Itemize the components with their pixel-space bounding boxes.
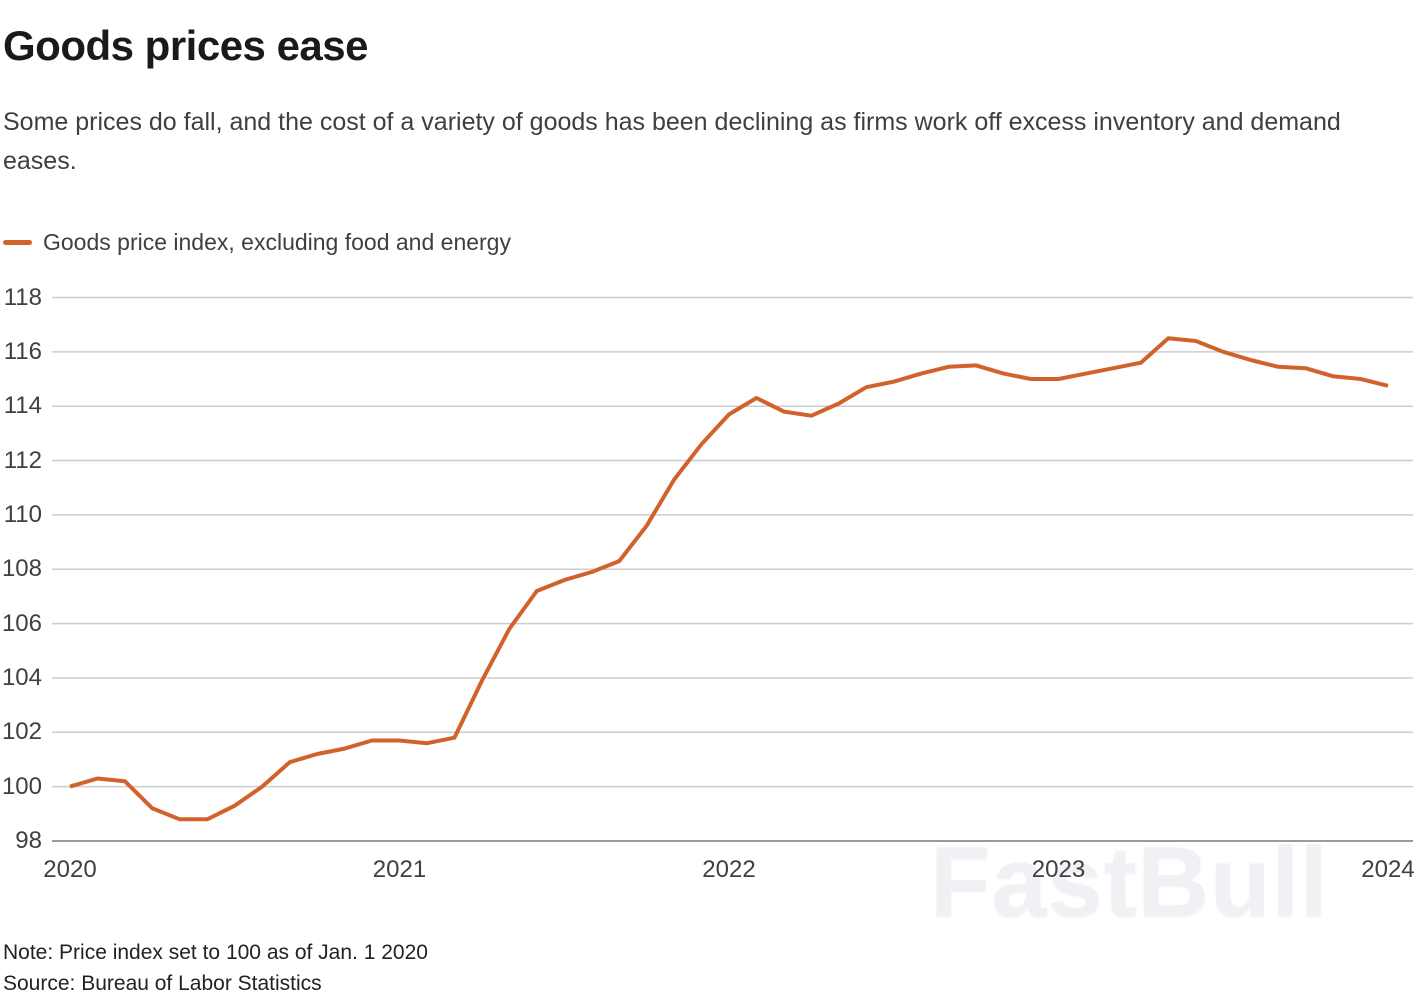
chart-note: Note: Price index set to 100 as of Jan. … [3,941,428,964]
y-tick-label: 100 [1,772,42,800]
y-tick-label: 116 [3,337,42,365]
y-tick-label: 108 [1,555,42,583]
y-tick-label: 104 [1,663,42,691]
y-tick-label: 114 [3,392,42,420]
x-tick-label: 2024 [1361,856,1415,883]
watermark: FastBull [930,826,1329,937]
series-line [69,336,1389,822]
chart-legend: Goods price index, excluding food and en… [3,227,511,257]
y-tick-label: 112 [3,446,42,474]
y-tick-label: 102 [1,718,42,746]
legend-label: Goods price index, excluding food and en… [43,228,511,255]
page-title: Goods prices ease [3,22,369,69]
y-tick-label: 118 [3,283,42,311]
x-tick-label: 2021 [372,856,427,883]
chart-subtitle: Some prices do fall, and the cost of a v… [3,108,1341,175]
y-tick-label: 106 [1,609,42,637]
chart-source: Source: Bureau of Labor Statistics [3,972,322,995]
x-tick-label: 2023 [1031,856,1086,883]
legend-line-swatch-icon [3,239,32,245]
y-tick-label: 110 [3,500,42,528]
x-tick-label: 2020 [43,856,97,883]
y-tick-label: 98 [15,827,42,854]
x-tick-label: 2022 [702,856,756,883]
